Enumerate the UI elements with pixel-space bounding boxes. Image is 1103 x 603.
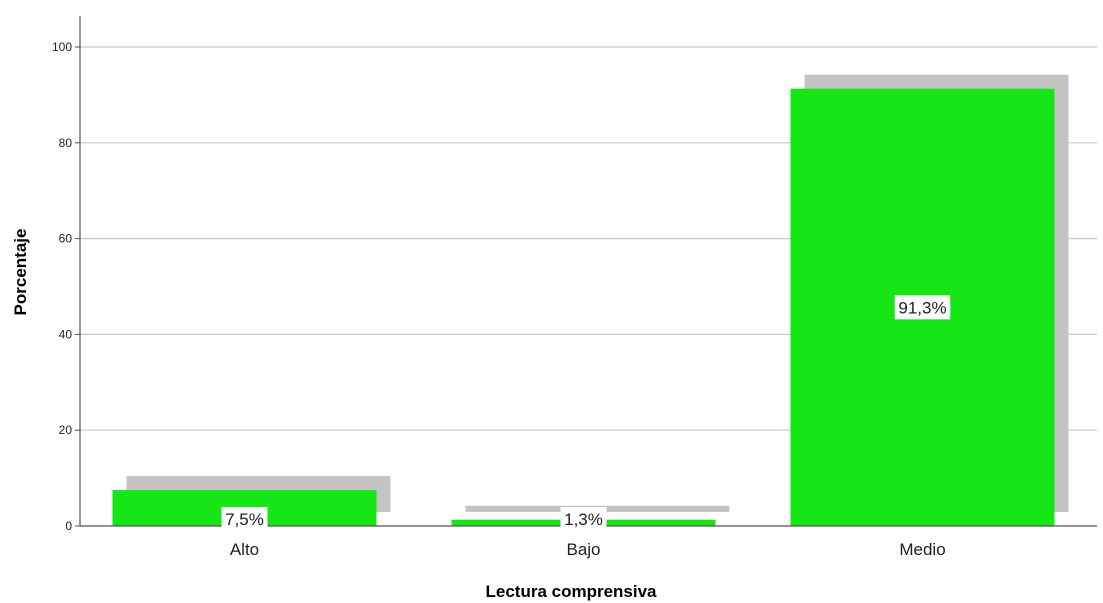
x-axis-title: Lectura comprensiva [485,582,657,601]
data-label-text: 91,3% [898,298,946,317]
y-tick-label: 80 [59,136,73,150]
data-labels: 7,5% 1,3% 91,3% [221,295,951,531]
data-label-text: 7,5% [225,510,264,529]
data-label-text: 1,3% [564,510,603,529]
y-tick-label: 20 [59,423,73,437]
x-tick-label: Medio [899,540,945,559]
y-tick-label: 60 [59,232,73,246]
y-tick-label: 0 [65,519,72,533]
y-tick-label: 100 [52,40,72,54]
data-label-alto: 7,5% [221,507,268,531]
data-label-bg [894,295,951,320]
y-tick-label: 40 [59,327,73,341]
y-axis-title: Porcentaje [11,229,30,316]
data-label-bg [560,507,607,531]
data-label-medio: 91,3% [894,295,951,320]
x-tick-label: Alto [230,540,259,559]
data-label-bajo: 1,3% [560,507,607,531]
data-label-bg [221,507,268,531]
x-tick-label: Bajo [566,540,600,559]
